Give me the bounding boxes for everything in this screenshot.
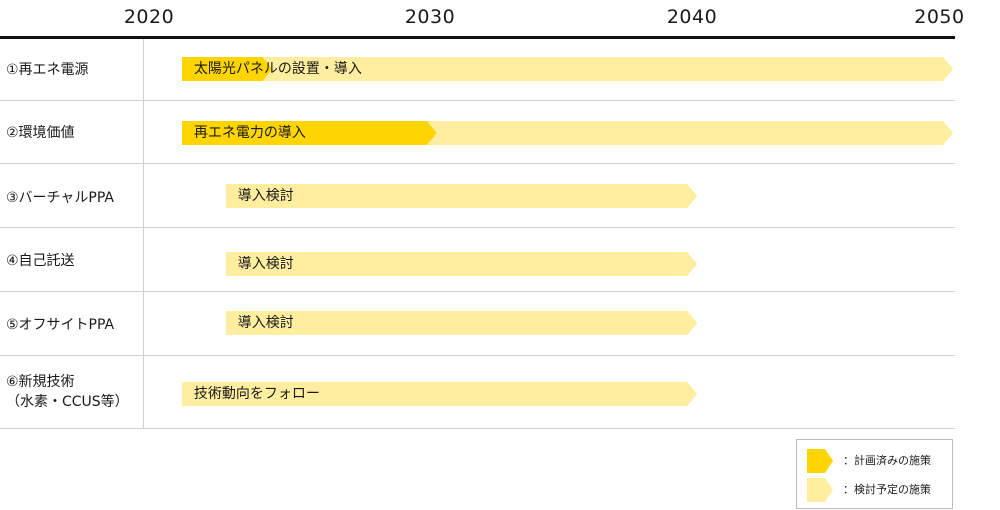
label-column-divider: [143, 39, 144, 429]
considered-span: [181, 57, 953, 81]
bar-text: 導入検討: [237, 256, 294, 272]
roadmap-row: ③バーチャルPPA 導入検討: [0, 164, 955, 228]
header-rule: [0, 36, 955, 39]
roadmap-bar: 再エネ電力の導入: [181, 121, 953, 145]
row-label-line: ④自己託送: [6, 253, 75, 269]
planned-span: [181, 121, 437, 145]
row-label: ⑤オフサイトPPA: [6, 315, 114, 335]
roadmap-bar: 導入検討: [225, 184, 697, 208]
roadmap-bar: 技術動向をフォロー: [181, 382, 697, 406]
bar-text: 技術動向をフォロー: [193, 386, 320, 402]
bar-text: 再エネ電力の導入: [193, 125, 306, 141]
legend-planned-label: ：計画済みの施策: [843, 454, 931, 467]
planned-arrow-icon: [181, 57, 273, 81]
row-label: ③バーチャルPPA: [6, 188, 114, 208]
considered-arrow-icon: [181, 57, 953, 81]
roadmap-bar: 太陽光パネルの設置・導入: [181, 57, 953, 81]
considered-swatch: [807, 478, 833, 502]
roadmap-bar: 導入検討: [225, 311, 697, 335]
roadmap-row: ⑥新規技術 （水素・CCUS等） 技術動向をフォロー: [0, 356, 955, 429]
row-label-line: ①再エネ電源: [6, 62, 89, 78]
bar-text: 導入検討: [237, 188, 294, 204]
considered-arrow-icon: [181, 382, 697, 406]
legend-considered-label: ：検討予定の施策: [843, 483, 931, 496]
considered-arrow-icon: [225, 252, 697, 276]
roadmap-row: ②環境価値 再エネ電力の導入: [0, 101, 955, 164]
planned-arrow-icon: [807, 449, 833, 473]
row-label-line: ③バーチャルPPA: [6, 190, 114, 206]
row-label: ①再エネ電源: [6, 60, 89, 80]
considered-arrow-icon: [225, 311, 697, 335]
considered-span: [225, 252, 697, 276]
bar-text: 導入検討: [237, 315, 294, 331]
year-2050-label: 2050: [914, 6, 965, 28]
legend-item-considered: ：検討予定の施策: [807, 478, 931, 502]
row-label: ⑥新規技術 （水素・CCUS等）: [6, 372, 129, 412]
year-2020-label: 2020: [123, 6, 175, 28]
considered-arrow-icon: [225, 184, 697, 208]
row-label: ②環境価値: [6, 123, 75, 143]
row-label-line: ⑤オフサイトPPA: [6, 317, 115, 333]
row-label-line: （水素・CCUS等）: [6, 394, 129, 410]
planned-swatch: [807, 449, 833, 473]
roadmap-row: ⑤オフサイトPPA 導入検討: [0, 292, 955, 356]
considered-span: [181, 382, 697, 406]
legend-item-planned: ：計画済みの施策: [807, 449, 931, 473]
roadmap-row: ①再エネ電源 太陽光パネルの設置・導入: [0, 39, 955, 101]
roadmap-bar: 導入検討: [225, 252, 697, 276]
row-label-line: ②環境価値: [6, 125, 75, 141]
bar-text: 太陽光パネルの設置・導入: [193, 61, 362, 77]
planned-arrow-icon: [181, 121, 437, 145]
considered-arrow-icon: [807, 478, 833, 502]
year-2030-label: 2030: [404, 6, 456, 28]
row-label: ④自己託送: [6, 251, 75, 271]
considered-span: [225, 311, 697, 335]
considered-span: [225, 184, 697, 208]
legend: ：計画済みの施策 ：検討予定の施策: [796, 439, 953, 509]
roadmap-row: ④自己託送 導入検討: [0, 228, 955, 292]
planned-span: [181, 57, 273, 81]
year-2040-label: 2040: [666, 6, 718, 28]
row-label-line: ⑥新規技術: [6, 374, 75, 390]
